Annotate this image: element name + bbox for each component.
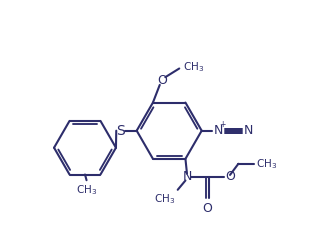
Text: O: O: [157, 74, 167, 87]
Text: O: O: [225, 170, 235, 183]
Text: N: N: [182, 170, 192, 183]
Text: $^+$: $^+$: [217, 120, 227, 130]
Text: N: N: [244, 124, 253, 137]
Text: CH$_3$: CH$_3$: [183, 60, 204, 74]
Text: S: S: [116, 124, 125, 138]
Text: N: N: [214, 124, 223, 137]
Text: CH$_3$: CH$_3$: [76, 183, 97, 197]
Text: CH$_3$: CH$_3$: [154, 192, 175, 206]
Text: O: O: [202, 202, 212, 215]
Text: CH$_3$: CH$_3$: [256, 157, 277, 171]
